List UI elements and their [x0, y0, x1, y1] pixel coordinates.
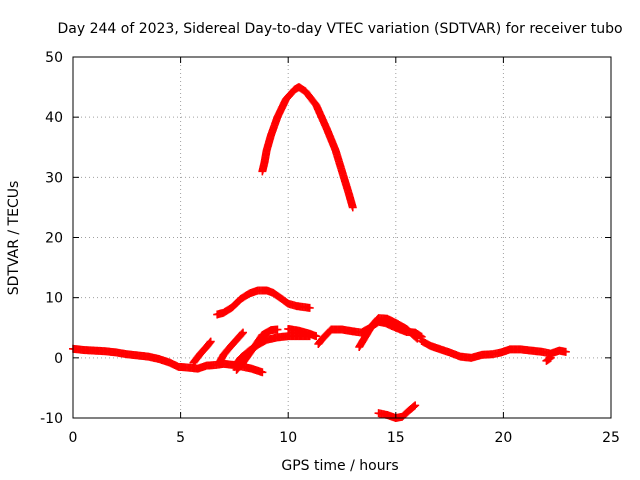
series-peak-45: [258, 83, 357, 212]
data-point: [348, 203, 357, 212]
data-point: [305, 303, 314, 312]
data-marks: [69, 83, 570, 422]
series-track-a: [189, 337, 215, 367]
series-negative-arc: [374, 401, 420, 422]
data-point: [205, 338, 214, 347]
y-tick-label: 10: [45, 291, 63, 307]
series-afternoon: [417, 336, 570, 362]
axis-ticks: [72, 56, 612, 419]
x-tick-label: 10: [279, 430, 297, 446]
series-arc-11: [213, 286, 314, 319]
y-tick-label: 40: [45, 110, 63, 126]
data-point: [561, 347, 570, 356]
tick-labels: 0 5 10 15 20 25 -10 0 10 20 30 40 50: [40, 50, 620, 446]
x-tick-label: 20: [494, 430, 512, 446]
data-point: [239, 328, 248, 337]
data-point: [273, 325, 282, 334]
data-point: [312, 332, 321, 341]
x-tick-label: 15: [387, 430, 405, 446]
y-tick-label: 0: [54, 351, 63, 367]
y-tick-label: -10: [40, 411, 63, 427]
y-tick-label: 50: [45, 50, 63, 66]
y-axis-title: SDTVAR / TECUs: [6, 181, 22, 296]
y-tick-label: 30: [45, 170, 63, 186]
data-point: [413, 334, 422, 343]
y-tick-label: 20: [45, 231, 63, 247]
series-track-b: [215, 328, 248, 367]
data-point: [411, 401, 420, 410]
data-point: [546, 353, 555, 362]
x-tick-label: 25: [602, 430, 620, 446]
x-tick-label: 0: [69, 430, 78, 446]
data-point: [258, 368, 267, 377]
data-point: [410, 402, 419, 411]
series-late-dip: [542, 353, 555, 365]
data-point: [238, 329, 247, 338]
chart-title: Day 244 of 2023, Sidereal Day-to-day VTE…: [57, 21, 622, 37]
data-point: [206, 337, 215, 346]
series-mid-day-b: [355, 314, 422, 352]
series-track-e: [284, 324, 321, 341]
x-axis-title: GPS time / hours: [281, 458, 398, 474]
gridlines: [73, 57, 611, 418]
x-tick-label: 5: [176, 430, 185, 446]
data-point: [412, 333, 421, 342]
